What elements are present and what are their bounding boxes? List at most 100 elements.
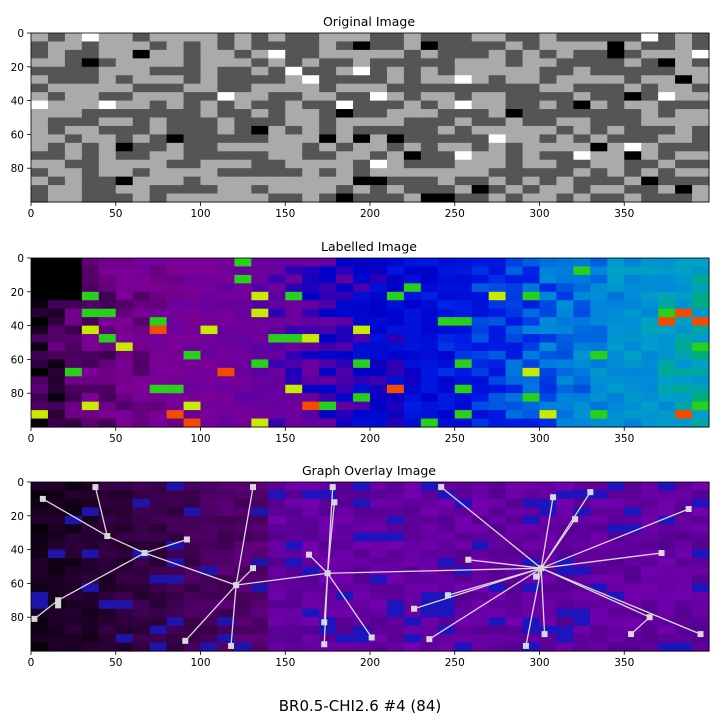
overlay-cell (183, 600, 202, 610)
overlay-cell (81, 558, 100, 568)
label-cell (234, 410, 252, 420)
label-cell (437, 418, 456, 428)
overlay-cell (624, 482, 642, 492)
overlay-cell (471, 549, 490, 559)
label-cell (200, 393, 219, 403)
label-cell (607, 342, 625, 352)
overlay-cell (81, 642, 100, 652)
image-cell (47, 142, 66, 152)
image-cell (505, 125, 524, 135)
overlay-cell (285, 549, 303, 559)
label-cell (641, 342, 659, 352)
overlay-cell (573, 482, 591, 492)
overlay-cell (200, 617, 219, 627)
image-cell (658, 92, 676, 102)
overlay-cell (607, 490, 625, 500)
label-cell (641, 418, 659, 428)
label-cell (403, 274, 422, 284)
label-cell (336, 342, 354, 352)
image-cell (251, 41, 269, 51)
overlay-cell (437, 482, 456, 492)
label-cell (31, 274, 49, 284)
image-cell (556, 193, 574, 203)
label-cell (353, 359, 371, 369)
overlay-cell (471, 591, 490, 601)
image-cell (353, 125, 371, 135)
label-cell (200, 274, 219, 284)
label-cell (437, 274, 456, 284)
label-cell (420, 376, 439, 386)
label-cell (573, 266, 591, 276)
overlay-cell (353, 634, 371, 644)
image-cell (115, 66, 134, 76)
overlay-cell (31, 490, 49, 500)
overlay-cell (471, 600, 490, 610)
image-cell (641, 75, 659, 85)
image-cell (522, 134, 541, 144)
overlay-cell (183, 482, 202, 492)
image-cell (64, 66, 83, 76)
label-cell (437, 317, 456, 327)
image-cell (454, 83, 473, 93)
label-cell (692, 300, 710, 310)
label-cell (403, 300, 422, 310)
image-cell (31, 100, 49, 110)
overlay-cell (115, 634, 134, 644)
overlay-cell (115, 549, 134, 559)
image-cell (539, 49, 558, 59)
label-cell (319, 359, 337, 369)
overlay-cell (573, 524, 591, 534)
overlay-cell (539, 498, 558, 508)
label-cell (539, 359, 558, 369)
y-tick-label: 20 (11, 62, 24, 74)
label-cell (31, 410, 49, 420)
image-cell (251, 176, 269, 186)
overlay-cell (539, 642, 558, 652)
overlay-cell (675, 591, 693, 601)
overlay-cell (64, 549, 83, 559)
image-cell (149, 117, 168, 127)
overlay-cell (556, 532, 574, 542)
image-cell (607, 134, 625, 144)
image-cell (420, 176, 439, 186)
image-cell (251, 100, 269, 110)
label-cell (556, 367, 574, 377)
image-cell (454, 134, 473, 144)
image-cell (590, 168, 608, 178)
label-cell (420, 350, 439, 360)
image-cell (471, 75, 490, 85)
overlay-cell (692, 507, 710, 517)
label-cell (471, 367, 490, 377)
label-cell (420, 334, 439, 344)
overlay-cell (590, 600, 608, 610)
image-cell (64, 176, 83, 186)
image-cell (454, 125, 473, 135)
image-cell (285, 92, 303, 102)
label-cell (437, 308, 456, 318)
label-cell (302, 401, 320, 411)
label-cell (149, 283, 168, 293)
image-cell (556, 185, 574, 195)
label-cell (488, 401, 507, 411)
graph-edge (107, 535, 145, 554)
label-cell (132, 317, 151, 327)
overlay-cell (268, 490, 286, 500)
label-cell (505, 258, 524, 268)
label-cell (556, 418, 574, 428)
label-cell (285, 401, 303, 411)
overlay-cell (336, 549, 354, 559)
label-cell (488, 359, 507, 369)
overlay-cell (217, 608, 235, 618)
overlay-cell (115, 608, 134, 618)
overlay-cell (302, 507, 320, 517)
label-cell (268, 325, 286, 335)
overlay-cell (217, 490, 235, 500)
overlay-cell (268, 608, 286, 618)
image-cell (370, 117, 388, 127)
image-cell (302, 134, 320, 144)
overlay-cell (624, 583, 642, 593)
overlay-cell (505, 608, 524, 618)
graph-edge (540, 508, 689, 569)
label-cell (251, 300, 269, 310)
overlay-cell (149, 482, 168, 492)
